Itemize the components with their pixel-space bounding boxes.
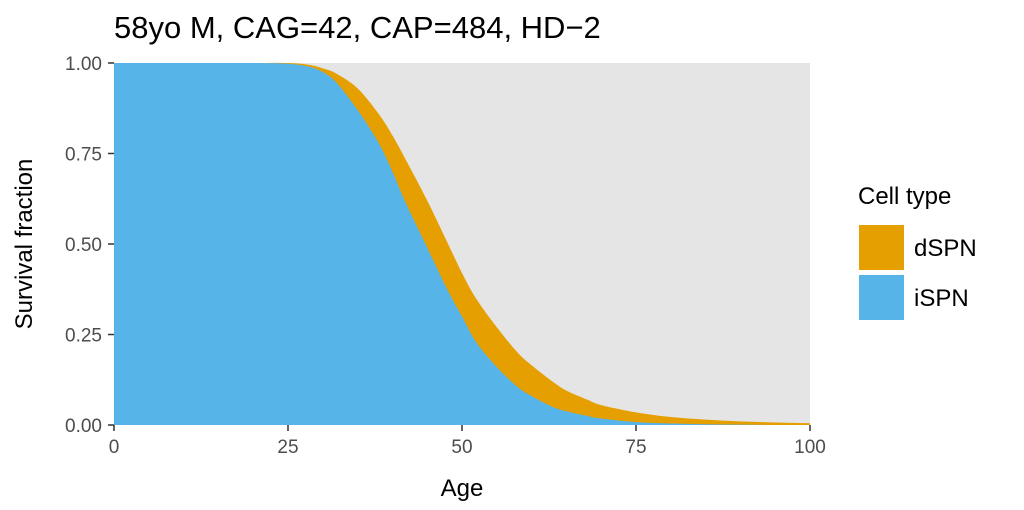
x-tick-label: 100 (794, 437, 826, 458)
x-tick-label: 75 (625, 437, 646, 458)
area-ispn (114, 62, 810, 426)
legend-swatch-ispn (859, 275, 904, 320)
area-layer (114, 62, 810, 426)
y-tick-label: 0.75 (65, 145, 102, 166)
legend-label-dspn: dSPN (914, 235, 977, 262)
legend-label-ispn: iSPN (914, 285, 969, 312)
y-axis-title: Survival fraction (11, 159, 38, 330)
y-tick-label: 0.50 (65, 235, 102, 256)
x-tick-label: 50 (451, 437, 472, 458)
x-tick-label: 0 (109, 437, 120, 458)
axes: 0 25 50 75 100 0.00 0.25 0.50 0.75 1.00 (65, 54, 826, 458)
legend-title: Cell type (858, 183, 951, 210)
y-tick-label: 0.25 (65, 326, 102, 347)
x-axis-title: Age (441, 475, 484, 502)
chart-title: 58yo M, CAG=42, CAP=484, HD−2 (114, 10, 601, 45)
x-tick-label: 25 (277, 437, 298, 458)
y-tick-label: 0.00 (65, 416, 102, 437)
y-tick-label: 1.00 (65, 54, 102, 75)
legend: Cell type dSPN iSPN (858, 183, 977, 320)
legend-swatch-dspn (859, 225, 904, 270)
